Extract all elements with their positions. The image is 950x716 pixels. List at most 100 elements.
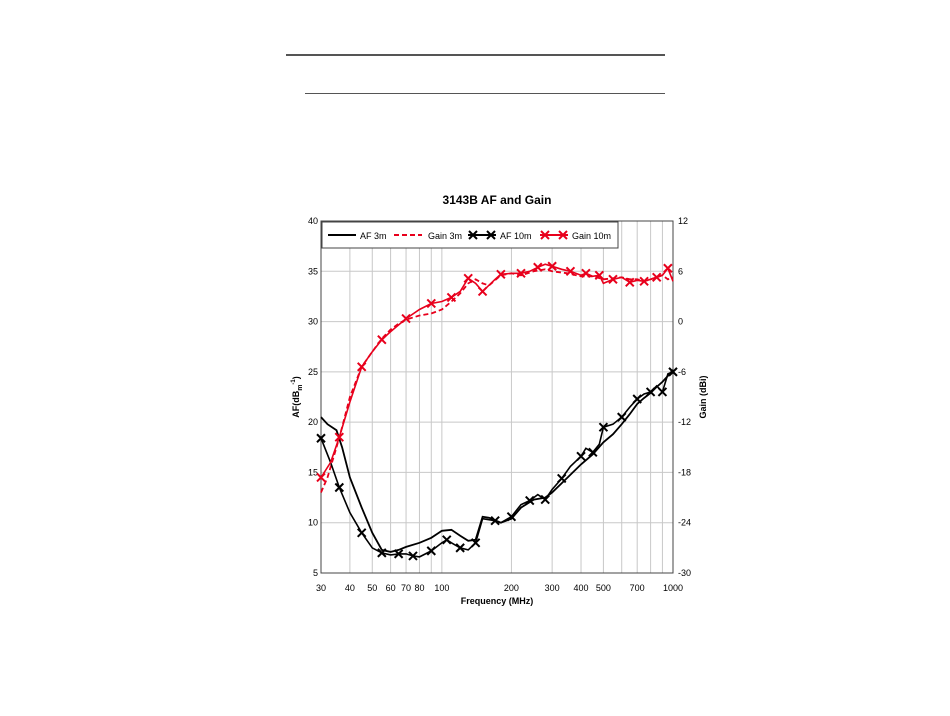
legend-label: AF 3m bbox=[360, 231, 387, 241]
legend: AF 3m Gain 3m AF 10m Gain 10m bbox=[321, 221, 619, 249]
x-tick-label: 50 bbox=[367, 583, 377, 593]
y-axis-label: AF(dBm-1) bbox=[291, 376, 304, 418]
data-point bbox=[651, 272, 662, 283]
x-tick-label: 100 bbox=[434, 583, 449, 593]
plot-frame bbox=[320, 220, 674, 574]
data-point bbox=[588, 447, 598, 458]
data-point bbox=[632, 394, 642, 404]
data-point bbox=[356, 362, 367, 372]
y-axis-label-main: AF(dB bbox=[291, 390, 301, 417]
series-line bbox=[320, 263, 674, 478]
data-point bbox=[598, 422, 609, 432]
y-tick-label: 30 bbox=[308, 317, 318, 327]
data-point bbox=[657, 387, 668, 397]
y-right-tick-label: -24 bbox=[678, 518, 691, 528]
x-tick-label: 700 bbox=[630, 583, 645, 593]
legend-marker bbox=[468, 230, 478, 240]
data-point bbox=[625, 277, 635, 288]
data-point bbox=[316, 472, 326, 483]
data-point bbox=[377, 548, 387, 558]
legend-label: Gain 10m bbox=[572, 231, 611, 241]
y-right-tick-label: 0 bbox=[678, 317, 683, 327]
series-line bbox=[320, 369, 674, 553]
data-point bbox=[608, 274, 618, 285]
x-tick-label: 30 bbox=[316, 583, 326, 593]
data-point bbox=[547, 261, 557, 271]
y-tick-label: 15 bbox=[308, 467, 318, 477]
series-3 bbox=[316, 367, 678, 561]
y-right-tick-label: -12 bbox=[678, 417, 691, 427]
data-point bbox=[334, 432, 345, 442]
y-right-tick-label: -18 bbox=[678, 467, 691, 477]
series-4 bbox=[316, 261, 674, 483]
x-tick-label: 80 bbox=[414, 583, 424, 593]
y-right-tick-label: -6 bbox=[678, 367, 686, 377]
series-layer bbox=[316, 261, 678, 561]
y-right-tick-label: 6 bbox=[678, 266, 683, 276]
y-right-tick-label: -30 bbox=[678, 568, 691, 578]
data-point bbox=[477, 286, 488, 297]
y-axis-label-sub: m bbox=[297, 385, 304, 391]
chart-title: 3143B AF and Gain bbox=[443, 193, 552, 207]
y-tick-label: 35 bbox=[308, 266, 318, 276]
data-point bbox=[565, 266, 576, 276]
data-point bbox=[356, 528, 367, 538]
data-point bbox=[617, 412, 627, 422]
y-axis-label-sup: -1 bbox=[291, 379, 297, 385]
x-tick-label: 400 bbox=[574, 583, 589, 593]
legend-marker bbox=[540, 230, 550, 240]
x-axis-ticks: 30 40 50 60 70 80 100 200 300 400 500 700 1000 bbox=[316, 583, 683, 593]
x-tick-label: 500 bbox=[596, 583, 611, 593]
y-right-axis-ticks: -30 -24 -18 -12 -6 0 6 12 bbox=[678, 216, 691, 578]
series-line bbox=[320, 268, 674, 493]
y-axis-ticks: 5 10 15 20 25 30 35 40 bbox=[308, 216, 318, 578]
y-tick-label: 40 bbox=[308, 216, 318, 226]
data-point bbox=[557, 473, 567, 484]
data-point bbox=[663, 263, 673, 273]
data-point bbox=[496, 269, 506, 280]
data-point bbox=[334, 482, 345, 493]
data-point bbox=[377, 334, 387, 345]
data-point bbox=[470, 538, 481, 548]
data-point bbox=[316, 433, 326, 443]
data-point bbox=[463, 273, 473, 284]
y-tick-label: 10 bbox=[308, 518, 318, 528]
data-point bbox=[426, 546, 436, 556]
y-axis-label-end: ) bbox=[291, 376, 301, 379]
data-point bbox=[393, 549, 404, 559]
x-tick-label: 200 bbox=[504, 583, 519, 593]
data-point bbox=[576, 451, 586, 462]
data-point bbox=[446, 292, 457, 303]
data-point bbox=[639, 276, 649, 287]
series-line bbox=[320, 371, 674, 558]
second-rule bbox=[305, 93, 665, 94]
x-axis-label: Frequency (MHz) bbox=[461, 596, 534, 606]
data-point bbox=[442, 535, 452, 545]
series-1 bbox=[320, 369, 674, 553]
data-point bbox=[533, 262, 543, 272]
data-point bbox=[668, 367, 678, 377]
legend-label: Gain 3m bbox=[428, 231, 462, 241]
data-point bbox=[594, 270, 605, 281]
series-2 bbox=[320, 268, 674, 493]
y-right-tick-label: 12 bbox=[678, 216, 688, 226]
data-point bbox=[455, 543, 465, 553]
y-tick-label: 20 bbox=[308, 417, 318, 427]
data-point bbox=[540, 494, 550, 505]
x-tick-label: 40 bbox=[345, 583, 355, 593]
data-point bbox=[401, 313, 411, 324]
data-point bbox=[525, 495, 535, 506]
data-point bbox=[490, 515, 500, 526]
data-point bbox=[426, 298, 436, 309]
x-tick-label: 70 bbox=[401, 583, 411, 593]
y-tick-label: 5 bbox=[313, 568, 318, 578]
top-rule bbox=[286, 54, 665, 56]
y-right-axis-label: Gain (dBi) bbox=[698, 376, 708, 419]
legend-marker bbox=[558, 230, 568, 240]
legend-marker bbox=[486, 230, 496, 240]
data-point bbox=[645, 387, 656, 397]
x-tick-label: 300 bbox=[545, 583, 560, 593]
data-point bbox=[581, 268, 591, 279]
data-point bbox=[516, 268, 526, 279]
